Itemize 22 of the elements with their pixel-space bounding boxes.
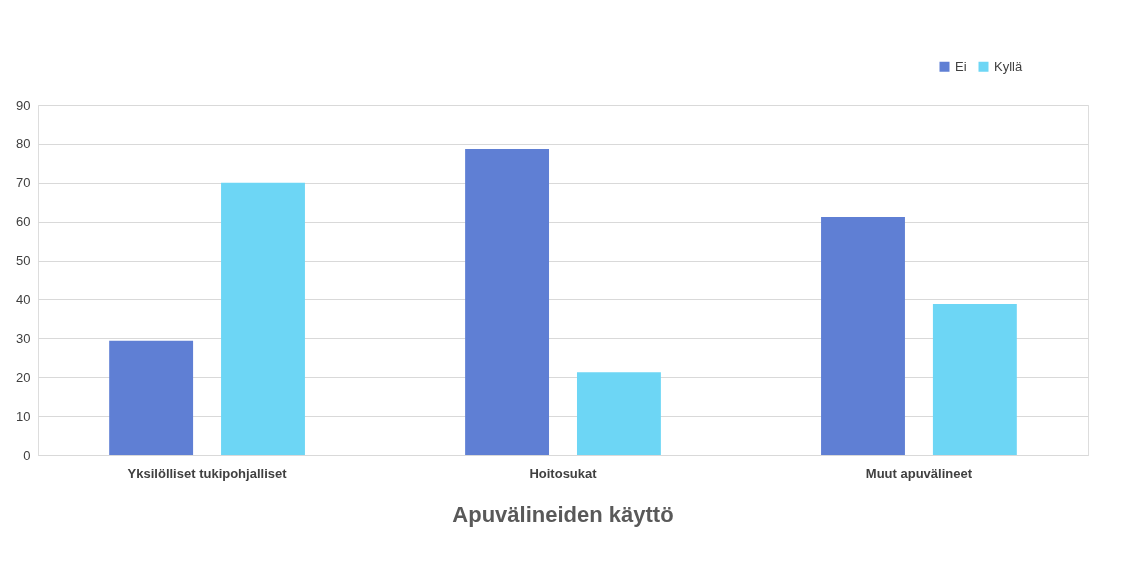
bar	[932, 304, 1017, 455]
y-tick-label: 40	[16, 291, 31, 307]
x-tick-label: Muut apuvälineet	[865, 465, 973, 481]
bar	[221, 182, 305, 455]
bar	[576, 372, 661, 455]
y-tick-label: 70	[16, 175, 31, 191]
bar	[109, 340, 194, 455]
y-tick-label: 30	[16, 330, 31, 346]
y-tick-label: 20	[16, 369, 31, 385]
y-tick-label: 90	[16, 97, 31, 113]
x-tick-label: Hoitosukat	[529, 465, 598, 481]
bar	[821, 217, 905, 455]
y-tick-label: 0	[23, 447, 31, 463]
legend-label: Kyllä	[994, 58, 1023, 74]
legend-label: Ei	[955, 58, 967, 74]
x-tick-label: Yksilölliset tukipohjalliset	[127, 465, 288, 481]
y-tick-label: 60	[16, 214, 31, 230]
y-tick-label: 10	[16, 408, 31, 424]
text: Apuvälineiden käyttö	[452, 502, 674, 527]
y-tick-label: 50	[16, 253, 31, 269]
y-tick-label: 80	[16, 136, 31, 152]
bar	[465, 148, 550, 455]
